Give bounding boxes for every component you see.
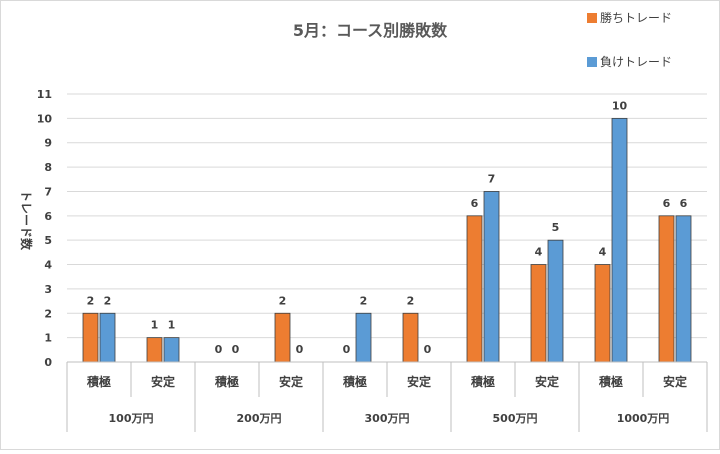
chart-title: 5月：コース別勝敗数 [293, 21, 448, 40]
y-axis-title: トレード数 [19, 190, 34, 251]
data-label: 2 [407, 294, 415, 307]
data-label: 0 [424, 343, 432, 356]
data-label: 1 [151, 319, 159, 332]
data-label: 2 [104, 294, 112, 307]
bar-loss [547, 239, 564, 363]
y-tick-label: 10 [37, 112, 53, 125]
x-group-label: 100万円 [109, 412, 154, 425]
data-label: 4 [599, 246, 607, 259]
x-category-label: 安定 [535, 374, 559, 389]
y-tick-label: 8 [44, 161, 52, 174]
x-group-label: 500万円 [493, 412, 538, 425]
y-tick-label: 11 [37, 88, 52, 101]
bar-win [594, 264, 611, 363]
bar-loss [163, 337, 180, 363]
y-tick-label: 1 [44, 332, 52, 345]
bar-loss [99, 312, 116, 363]
data-label: 6 [471, 197, 479, 210]
x-group-label: 300万円 [365, 412, 410, 425]
bar-win [658, 215, 675, 363]
bar-win [274, 312, 291, 363]
y-tick-label: 6 [44, 210, 52, 223]
data-label: 2 [360, 294, 368, 307]
x-category-label: 積極 [470, 374, 495, 389]
bar-loss [675, 215, 692, 363]
data-label: 1 [168, 319, 176, 332]
x-category-label: 積極 [598, 374, 623, 389]
data-label: 7 [488, 172, 496, 185]
data-label: 2 [279, 294, 287, 307]
y-tick-label: 5 [44, 234, 52, 247]
x-category-label: 安定 [279, 374, 303, 389]
bar-loss [483, 191, 500, 363]
x-category-label: 積極 [86, 374, 111, 389]
x-category-label: 積極 [214, 374, 239, 389]
x-category-label: 安定 [407, 374, 431, 389]
y-tick-label: 3 [44, 283, 52, 296]
x-category-label: 安定 [151, 374, 175, 389]
data-label: 0 [215, 343, 223, 356]
x-category-label: 積極 [342, 374, 367, 389]
y-tick-label: 4 [44, 259, 52, 272]
data-label: 2 [87, 294, 95, 307]
data-label: 0 [232, 343, 240, 356]
data-label: 0 [296, 343, 304, 356]
bar-loss [611, 117, 628, 363]
bar-win [402, 312, 419, 363]
bar-win [466, 215, 483, 363]
y-tick-label: 7 [44, 185, 52, 198]
y-tick-label: 2 [44, 307, 52, 320]
data-label: 4 [535, 246, 543, 259]
bar-win [530, 264, 547, 363]
data-label: 5 [552, 221, 560, 234]
data-label: 6 [680, 197, 688, 210]
y-tick-label: 9 [44, 137, 52, 150]
legend-label: 負けトレード [600, 55, 672, 69]
y-tick-label: 0 [44, 356, 52, 369]
data-label: 6 [663, 197, 671, 210]
bar-loss [355, 312, 372, 363]
bar-win [146, 337, 163, 363]
legend-swatch [587, 13, 597, 23]
legend-label: 勝ちトレード [600, 10, 672, 25]
x-category-label: 安定 [663, 374, 687, 389]
data-label: 10 [612, 99, 628, 112]
bar-win [82, 312, 99, 363]
x-group-label: 1000万円 [617, 412, 670, 425]
legend-swatch [587, 57, 597, 67]
data-label: 0 [343, 343, 351, 356]
x-group-label: 200万円 [237, 412, 282, 425]
